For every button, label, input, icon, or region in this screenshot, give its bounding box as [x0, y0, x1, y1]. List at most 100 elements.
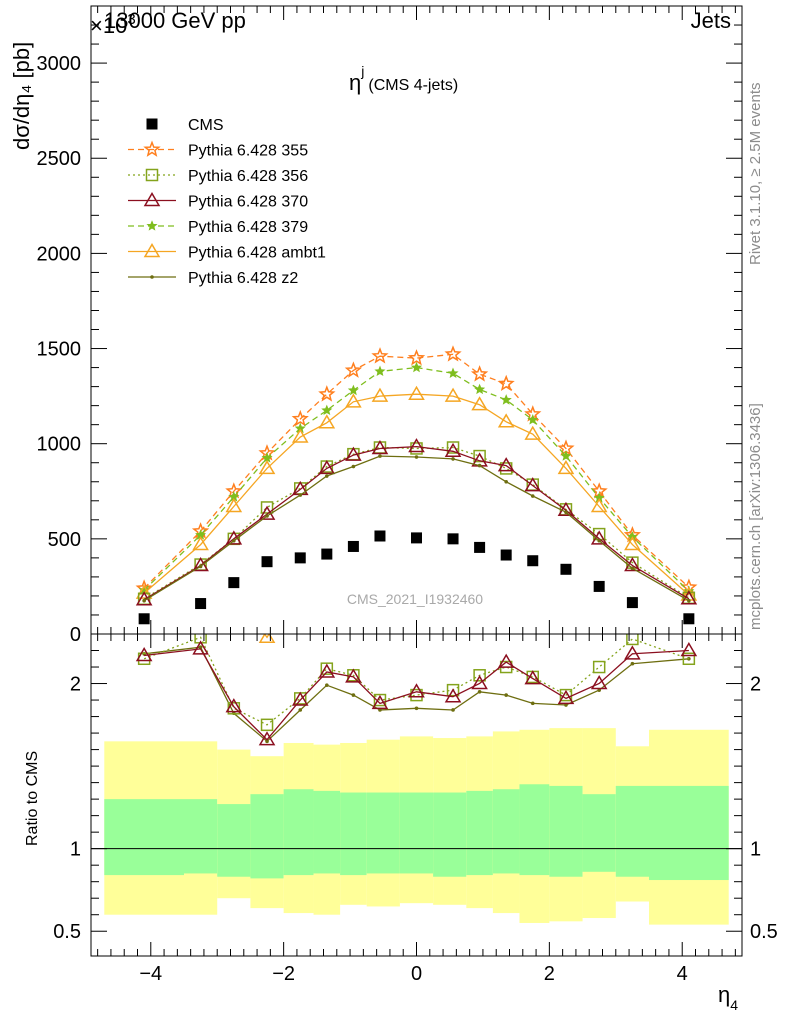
main-point-p370 — [408, 438, 425, 453]
main-ytick-label: 1000 — [37, 434, 82, 456]
inner-band-bin — [104, 799, 184, 876]
main-ytick-label: 500 — [48, 529, 81, 551]
main-ytick-label: 0 — [70, 624, 81, 646]
ratio-point-p370 — [680, 642, 698, 657]
ratio-point-p379 — [376, 563, 385, 571]
x-axis-label: η4 — [718, 982, 738, 1013]
main-point-p370 — [345, 446, 362, 461]
inner-band-bin — [250, 794, 284, 879]
ratio-point-p379 — [529, 522, 538, 530]
ratio-point-p379 — [449, 555, 458, 563]
ratio-series-group — [135, 481, 698, 746]
ratio-point-z2 — [325, 683, 329, 687]
inner-band-bin — [366, 792, 400, 874]
main-point-ambt1 — [590, 498, 608, 513]
main-point-ambt1 — [258, 459, 276, 475]
main-point-ambt1 — [345, 393, 362, 408]
main-point-z2 — [597, 538, 601, 543]
main-point-p379 — [321, 404, 333, 416]
ratio-point-p356 — [626, 634, 639, 646]
main-ytick-label: 2000 — [37, 243, 82, 265]
main-point-p379 — [374, 365, 386, 377]
main-point-cms — [593, 580, 605, 592]
main-point-ambt1 — [318, 414, 336, 429]
x-tick-label: 2 — [544, 963, 555, 985]
ratio-point-p379 — [628, 497, 637, 505]
main-point-z2 — [530, 494, 535, 498]
main-point-p355 — [371, 347, 389, 364]
main-point-ambt1 — [291, 428, 309, 443]
main-series-group — [135, 345, 698, 625]
ratio-ytick-label-right: 2 — [750, 674, 761, 696]
inner-band-bin — [582, 794, 616, 872]
legend-marker-p370 — [143, 192, 161, 207]
main-point-cms — [500, 549, 512, 561]
ratio-point-ambt1 — [320, 569, 334, 581]
main-point-cms — [474, 541, 486, 553]
main-point-cms — [683, 613, 695, 625]
main-point-p355 — [497, 374, 515, 392]
ratio-point-p370 — [345, 668, 362, 683]
main-point-ambt1 — [371, 387, 389, 402]
main-point-p379 — [261, 452, 273, 463]
main-point-p379 — [500, 394, 512, 405]
ratio-point-p370 — [408, 683, 425, 698]
main-point-cms — [374, 530, 386, 542]
ratio-ytick-label-left: 0.5 — [53, 921, 81, 943]
ratio-point-p370 — [557, 689, 575, 705]
ratio-point-ambt1 — [373, 607, 387, 619]
ratio-point-p379 — [296, 563, 305, 571]
main-point-z2 — [477, 463, 482, 468]
rivet-label: Rivet 3.1.10, ≥ 2.5M events — [747, 83, 764, 266]
plot-title: ηj(CMS 4-jets) — [349, 63, 458, 95]
main-ytick-label: 1500 — [37, 339, 82, 361]
inner-band-bin — [340, 792, 367, 876]
ratio-ytick-label-left: 2 — [70, 674, 81, 696]
main-point-z2 — [504, 479, 508, 484]
x-tick-label: 4 — [677, 963, 688, 985]
mcplots-label: mcplots.cern.ch [arXiv:1306.3436] — [747, 403, 764, 630]
inner-band-bin — [492, 789, 520, 874]
main-point-p356 — [446, 441, 460, 454]
uncertainty-bands — [91, 728, 742, 925]
ratio-point-p379 — [502, 522, 511, 530]
inner-band-bin — [283, 789, 314, 876]
x-tick-label: −2 — [272, 963, 295, 985]
ratio-ytick-label-right: 0.5 — [750, 921, 778, 943]
ratio-point-p370 — [135, 646, 153, 662]
main-point-p355 — [318, 385, 336, 402]
main-point-p379 — [527, 414, 539, 425]
process-label: 13000 GeV pp — [104, 8, 246, 33]
main-point-cms — [626, 597, 638, 609]
ratio-ytick-label-right: 1 — [750, 839, 761, 861]
legend-marker-cms — [146, 118, 158, 130]
main-ytick-label: 2500 — [37, 148, 82, 170]
ratio-point-p356 — [592, 660, 606, 674]
main-point-p370 — [444, 442, 462, 458]
ratio-point-p379 — [196, 481, 205, 489]
ratio-point-z2 — [265, 739, 269, 744]
ratio-point-p356 — [373, 693, 387, 707]
main-line-ambt1 — [143, 393, 690, 596]
main-point-p379 — [410, 361, 423, 373]
ratio-point-p370 — [318, 663, 336, 678]
ratio-point-p370 — [524, 670, 542, 685]
legend-marker-ambt1 — [143, 243, 161, 258]
ratio-point-ambt1 — [592, 569, 606, 581]
inner-band-bin — [217, 804, 251, 877]
main-point-z2 — [142, 598, 146, 603]
main-point-z2 — [451, 457, 455, 461]
main-point-p370 — [524, 477, 542, 492]
main-point-z2 — [325, 474, 329, 478]
ratio-point-p379 — [263, 613, 272, 621]
main-line-z2 — [143, 455, 690, 602]
legend-label-cms: CMS — [188, 117, 224, 134]
main-point-p370 — [371, 439, 389, 455]
ratio-point-p356 — [320, 662, 334, 675]
ratio-point-p379 — [140, 547, 149, 555]
inner-band-bin — [399, 792, 434, 874]
main-point-p379 — [474, 383, 486, 395]
ratio-point-p370 — [371, 694, 389, 710]
main-point-z2 — [630, 566, 635, 571]
